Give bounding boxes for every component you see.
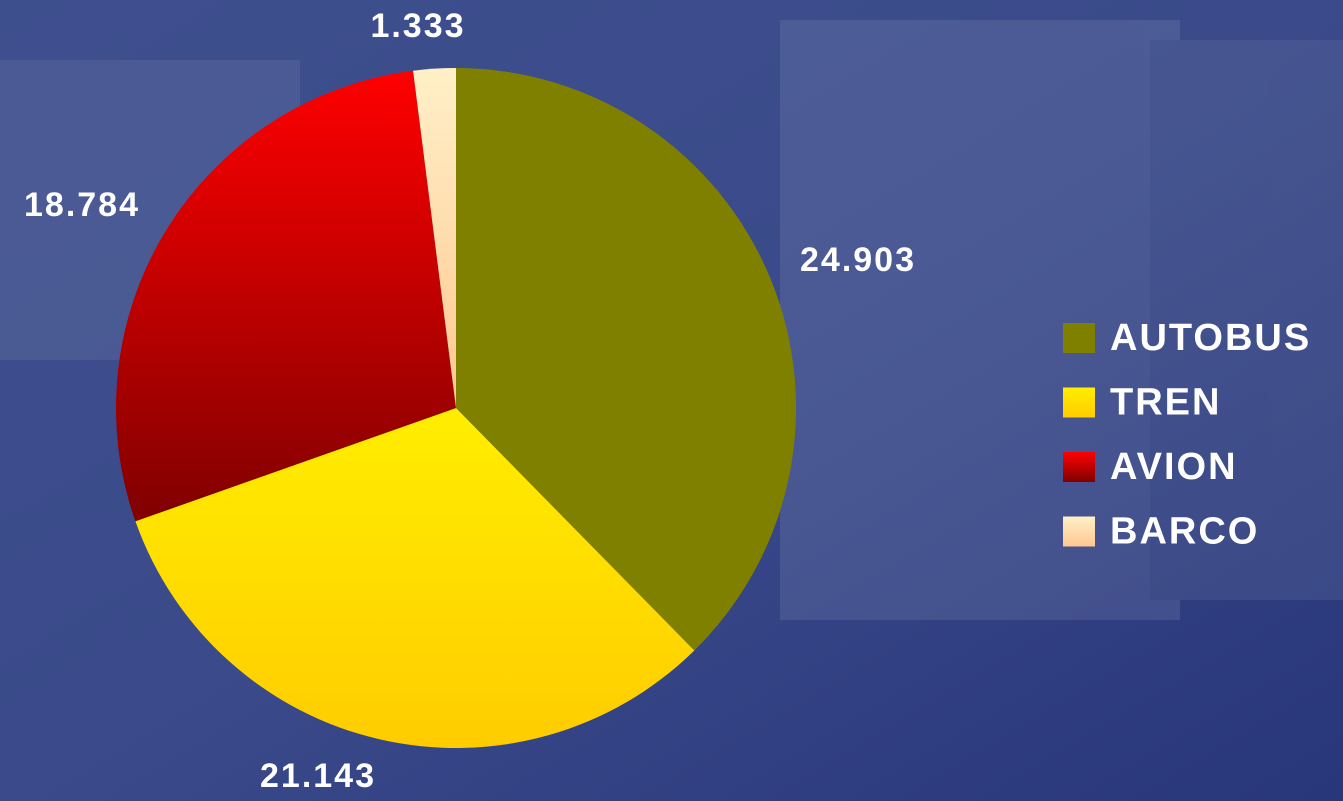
legend-swatch [1063, 452, 1095, 482]
legend-swatch [1063, 388, 1095, 418]
legend-label: AVION [1110, 446, 1238, 488]
legend-label: BARCO [1110, 511, 1259, 553]
data-label: 24.903 [800, 241, 916, 279]
data-label: 18.784 [24, 186, 140, 224]
legend-swatch [1063, 323, 1095, 353]
data-label: 1.333 [370, 7, 465, 45]
legend-label: TREN [1110, 382, 1221, 424]
data-label: 21.143 [260, 757, 376, 795]
chart: 24.903 21.143 18.784 1.333 AUTOBUS TREN AVION B… [0, 0, 1343, 801]
legend-swatch [1063, 517, 1095, 547]
legend-label: AUTOBUS [1110, 317, 1311, 359]
